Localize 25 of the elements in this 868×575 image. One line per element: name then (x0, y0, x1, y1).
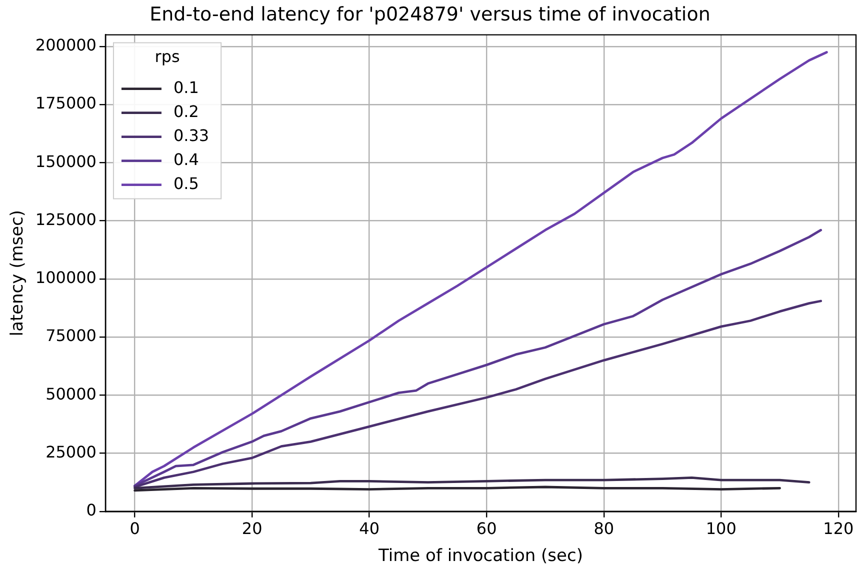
y-tick-label: 175000 (35, 94, 96, 113)
x-tick-label: 60 (476, 519, 497, 538)
chart-title: End-to-end latency for 'p024879' versus time of invocation (150, 3, 710, 26)
x-tick-label: 20 (242, 519, 262, 538)
y-tick-label: 100000 (35, 268, 96, 288)
y-tick-label: 75000 (46, 326, 96, 346)
x-tick-label: 80 (594, 519, 614, 538)
y-tick-label: 0 (86, 500, 96, 520)
legend-label: 0.1 (173, 78, 199, 97)
x-axis-title: Time of invocation (sec) (378, 546, 583, 566)
y-tick-label: 150000 (35, 152, 96, 171)
x-tick-label: 40 (359, 519, 380, 538)
y-tick-label: 25000 (46, 442, 96, 462)
legend-label: 0.5 (173, 174, 199, 193)
y-tick-label: 200000 (35, 36, 96, 55)
x-tick-label: 120 (823, 519, 854, 538)
x-tick-label: 100 (706, 519, 736, 538)
legend-label: 0.33 (173, 126, 210, 145)
y-tick-label: 50000 (46, 384, 96, 404)
legend-title: rps (154, 46, 180, 66)
legend-label: 0.2 (173, 102, 199, 121)
y-axis-title: latency (msec) (8, 210, 28, 336)
y-tick-label: 125000 (35, 210, 96, 229)
legend-label: 0.4 (173, 150, 199, 169)
x-tick-label: 0 (130, 519, 140, 538)
